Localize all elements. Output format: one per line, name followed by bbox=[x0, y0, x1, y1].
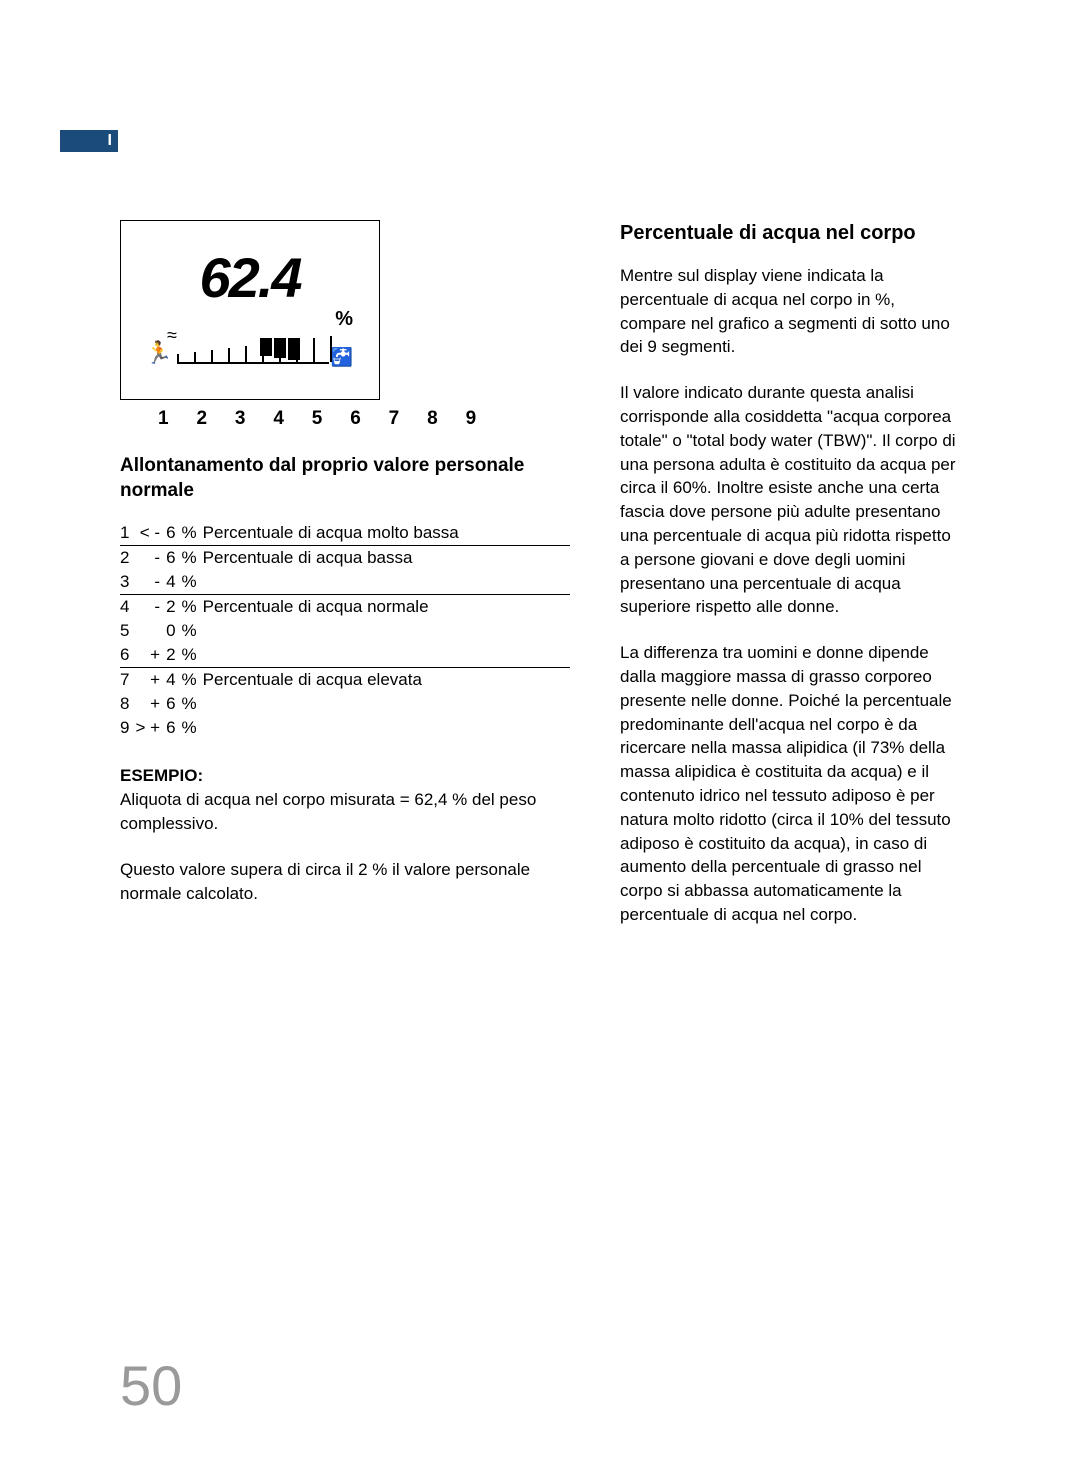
table-cell: 4 bbox=[166, 570, 181, 595]
table-cell: Percentuale di acqua molto bassa bbox=[203, 521, 570, 546]
table-row: 2-6%Percentuale di acqua bassa bbox=[120, 546, 570, 571]
table-cell: % bbox=[182, 570, 203, 595]
left-column: 62.4 🏃 ≈ % 🚰 bbox=[120, 220, 570, 949]
table-cell: > + bbox=[135, 716, 166, 740]
table-row: 4-2%Percentuale di acqua normale bbox=[120, 595, 570, 620]
table-cell: + bbox=[135, 668, 166, 693]
right-column: Percentuale di acqua nel corpo Mentre su… bbox=[620, 220, 960, 949]
display-bottom-row: 🏃 ≈ % 🚰 bbox=[141, 314, 359, 374]
scale-numbers: 1 2 3 4 5 6 7 8 9 bbox=[158, 408, 570, 430]
table-cell bbox=[203, 619, 570, 643]
percent-icon: % bbox=[335, 308, 353, 331]
table-cell: - bbox=[135, 570, 166, 595]
table-cell: % bbox=[182, 643, 203, 668]
table-cell: 2 bbox=[120, 546, 135, 571]
table-cell: Percentuale di acqua normale bbox=[203, 595, 570, 620]
table-cell: 5 bbox=[120, 619, 135, 643]
table-cell: 2 bbox=[166, 643, 181, 668]
table-cell: 7 bbox=[120, 668, 135, 693]
tap-icon: 🚰 bbox=[331, 347, 353, 368]
table-cell: % bbox=[182, 619, 203, 643]
table-row: 7+4%Percentuale di acqua elevata bbox=[120, 668, 570, 693]
segment-bargraph bbox=[177, 330, 329, 364]
table-cell: 6 bbox=[120, 643, 135, 668]
table-cell: Percentuale di acqua bassa bbox=[203, 546, 570, 571]
page-number: 50 bbox=[120, 1353, 182, 1418]
table-cell: 9 bbox=[120, 716, 135, 740]
table-cell: % bbox=[182, 668, 203, 693]
paragraph-1: Mentre sul display viene indicata la per… bbox=[620, 264, 960, 359]
table-cell: 6 bbox=[166, 546, 181, 571]
table-cell: 6 bbox=[166, 692, 181, 716]
table-row: 1< -6%Percentuale di acqua molto bassa bbox=[120, 521, 570, 546]
table-row: 6+2% bbox=[120, 643, 570, 668]
deviation-table: 1< -6%Percentuale di acqua molto bassa2-… bbox=[120, 521, 570, 740]
table-cell bbox=[135, 619, 166, 643]
table-cell: + bbox=[135, 692, 166, 716]
table-cell: 8 bbox=[120, 692, 135, 716]
table-cell: 6 bbox=[166, 521, 181, 546]
lcd-display: 62.4 🏃 ≈ % 🚰 bbox=[120, 220, 380, 400]
right-heading: Percentuale di acqua nel corpo bbox=[620, 220, 960, 246]
table-cell: 0 bbox=[166, 619, 181, 643]
table-cell: 3 bbox=[120, 570, 135, 595]
table-cell bbox=[203, 570, 570, 595]
example-text-2: Questo valore supera di circa il 2 % il … bbox=[120, 858, 570, 906]
table-row: 5 0% bbox=[120, 619, 570, 643]
table-cell: + bbox=[135, 643, 166, 668]
table-cell: % bbox=[182, 692, 203, 716]
table-cell: 4 bbox=[166, 668, 181, 693]
table-cell: < - bbox=[135, 521, 166, 546]
table-cell: 2 bbox=[166, 595, 181, 620]
table-cell: % bbox=[182, 546, 203, 571]
table-cell: % bbox=[182, 521, 203, 546]
table-cell: % bbox=[182, 716, 203, 740]
table-cell: - bbox=[135, 546, 166, 571]
paragraph-3: La differenza tra uomini e donne dipende… bbox=[620, 641, 960, 927]
table-row: 8+6% bbox=[120, 692, 570, 716]
table-cell bbox=[203, 643, 570, 668]
main-content: 62.4 🏃 ≈ % 🚰 bbox=[120, 220, 1010, 949]
section-tab: I bbox=[60, 130, 118, 152]
wave-icon: ≈ bbox=[167, 325, 173, 346]
example-label: ESEMPIO: bbox=[120, 766, 570, 786]
example-text-1: Aliquota di acqua nel corpo misurata = 6… bbox=[120, 788, 570, 836]
paragraph-2: Il valore indicato durante questa analis… bbox=[620, 381, 960, 619]
table-row: 3-4% bbox=[120, 570, 570, 595]
display-value: 62.4 bbox=[141, 245, 359, 310]
table-row: 9> +6% bbox=[120, 716, 570, 740]
table-cell: 1 bbox=[120, 521, 135, 546]
table-cell: - bbox=[135, 595, 166, 620]
table-cell: 4 bbox=[120, 595, 135, 620]
table-cell: % bbox=[182, 595, 203, 620]
filled-segments bbox=[260, 338, 300, 360]
table-cell bbox=[203, 716, 570, 740]
table-cell: 6 bbox=[166, 716, 181, 740]
deviation-heading: Allontanamento dal proprio valore person… bbox=[120, 454, 570, 503]
table-cell: Percentuale di acqua elevata bbox=[203, 668, 570, 693]
table-cell bbox=[203, 692, 570, 716]
